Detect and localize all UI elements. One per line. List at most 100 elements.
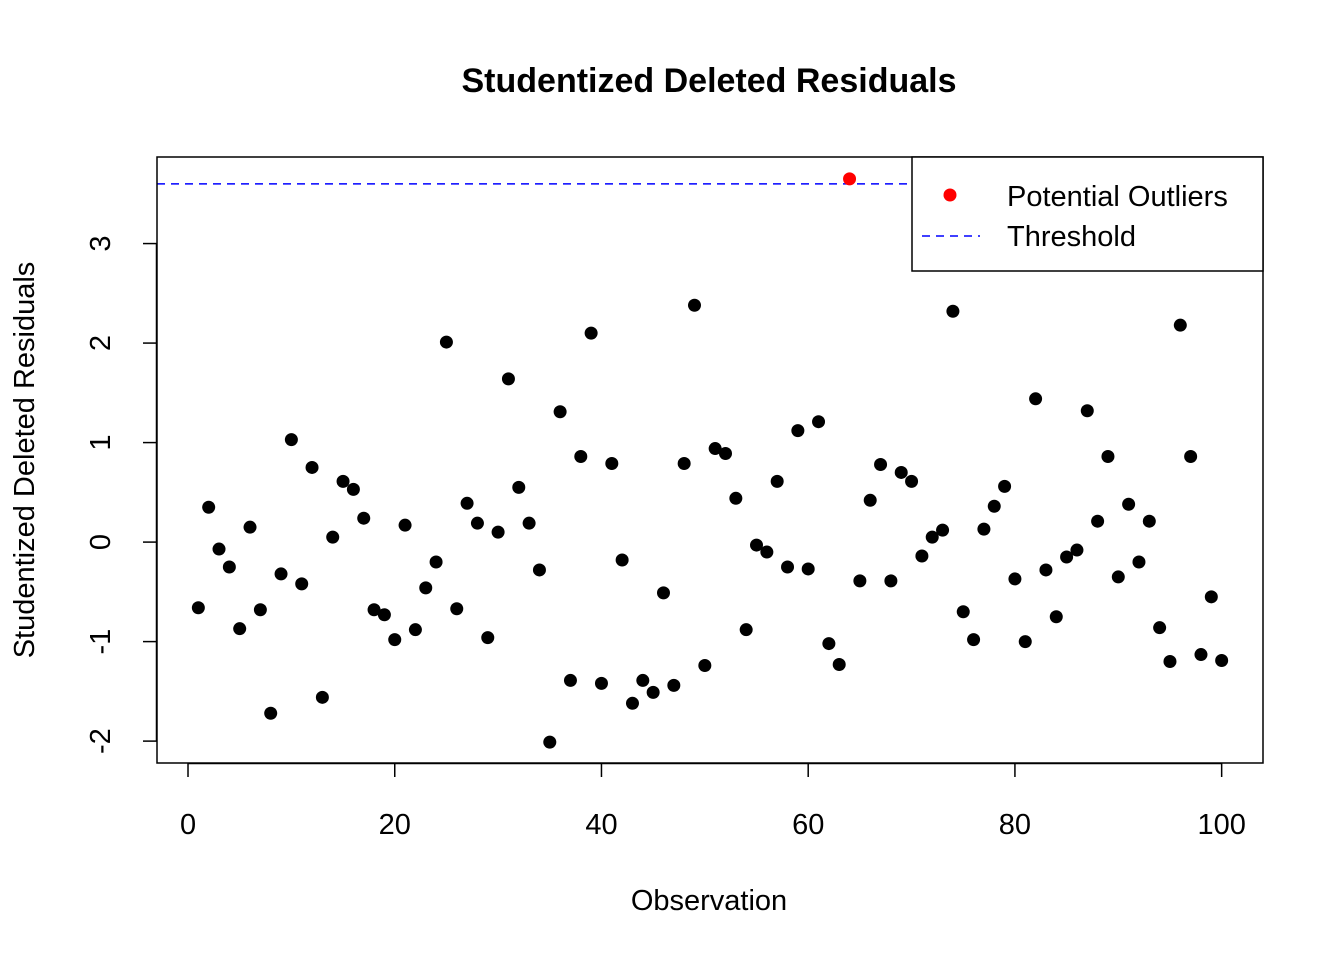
y-axis: -2 -1 0 1 2 3 [85,236,158,754]
data-point [1111,570,1125,584]
data-point [594,676,608,690]
data-point [326,530,340,544]
data-point [315,690,329,704]
data-point [553,405,567,419]
legend-label-outliers: Potential Outliers [1007,181,1228,213]
data-point [708,442,722,456]
data-point [191,601,205,615]
data-point [915,549,929,563]
y-tick-label: 2 [85,335,117,351]
data-point [429,555,443,569]
data-point [781,560,795,574]
data-point [1204,590,1218,604]
data-point [202,500,216,514]
y-tick-label: -2 [85,728,117,754]
data-point [1101,450,1115,464]
data-point [946,304,960,318]
y-axis-label: Studentized Deleted Residuals [9,262,41,659]
data-point [501,372,515,386]
data-point [574,450,588,464]
data-point [367,603,381,617]
outlier-point [843,172,857,186]
data-point [1153,621,1167,635]
x-tick-label: 100 [1197,809,1245,841]
data-point [698,658,712,672]
data-point [284,433,298,447]
data-point [1184,450,1198,464]
data-point [233,622,247,636]
data-point [729,491,743,505]
data-point [615,553,629,567]
data-point [605,456,619,470]
data-point [450,602,464,616]
data-point [398,518,412,532]
x-axis-label: Observation [631,885,787,917]
data-point [1173,318,1187,332]
data-point [801,562,815,576]
data-point [894,465,908,479]
legend-label-threshold: Threshold [1007,221,1136,253]
y-tick-label: 0 [85,534,117,550]
data-point [1060,550,1074,564]
y-tick-label: -1 [85,629,117,655]
data-point [388,633,402,647]
data-point [512,480,526,494]
data-point [977,522,991,536]
data-point [853,574,867,588]
data-point [460,496,474,510]
data-point [222,560,236,574]
data-point [739,623,753,637]
data-point [1008,572,1022,586]
data-point [243,520,257,534]
data-point [719,447,733,461]
data-point [1215,654,1229,668]
data-point [1029,392,1043,406]
x-tick-label: 80 [999,809,1031,841]
legend-outlier-marker [943,188,957,202]
data-point [1049,610,1063,624]
plot-area [157,172,1263,749]
data-point [377,608,391,622]
data-point [1122,497,1136,511]
data-point [481,631,495,645]
data-point [1163,655,1177,669]
data-point [470,516,484,530]
data-point [1142,514,1156,528]
data-point [646,685,660,699]
data-point [656,586,670,600]
data-point [522,516,536,530]
data-point [346,482,360,496]
data-point [1194,648,1208,662]
chart-title: Studentized Deleted Residuals [462,62,957,100]
data-point [1018,635,1032,649]
data-point [677,456,691,470]
data-point [1070,543,1084,557]
data-point [770,474,784,488]
y-tick-label: 1 [85,435,117,451]
data-point [884,574,898,588]
data-point [687,298,701,312]
data-point [212,542,226,556]
data-point [1091,514,1105,528]
data-point [625,696,639,710]
data-point [295,577,309,591]
data-point [357,511,371,525]
x-tick-label: 60 [792,809,824,841]
legend-box [911,156,1264,272]
data-point [822,637,836,651]
data-point [543,735,557,749]
data-point [253,603,267,617]
data-point [1039,563,1053,577]
data-point [667,678,681,692]
data-point [791,424,805,438]
data-point [863,493,877,507]
data-point [563,673,577,687]
data-point [750,538,764,552]
data-point [967,633,981,647]
data-point [812,415,826,429]
data-point [925,530,939,544]
data-point [305,460,319,474]
data-point [408,623,422,637]
data-point [1080,404,1094,418]
